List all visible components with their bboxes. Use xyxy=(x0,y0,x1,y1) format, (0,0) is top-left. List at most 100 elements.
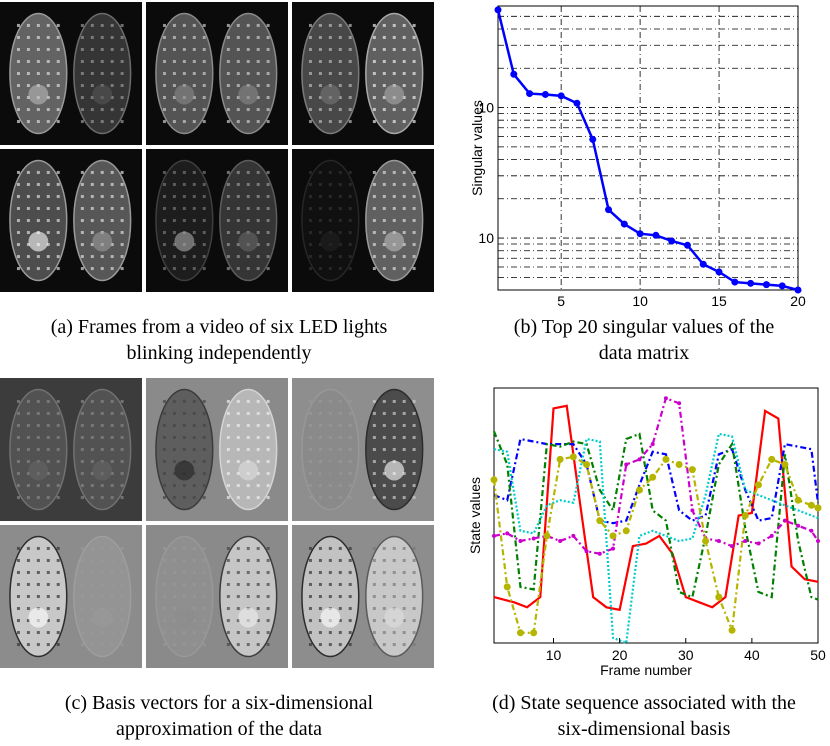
led-dot xyxy=(266,619,270,623)
led-dot xyxy=(226,170,230,174)
led-dot xyxy=(192,170,196,174)
led-dot xyxy=(26,411,30,415)
led-dot xyxy=(80,267,84,271)
led-dot xyxy=(308,411,312,415)
led-dot xyxy=(120,243,124,247)
data-point xyxy=(620,220,628,228)
led-dot xyxy=(348,96,352,100)
led-dot xyxy=(318,570,322,574)
led-dot xyxy=(172,546,176,550)
led-dot xyxy=(120,460,124,464)
led-dot xyxy=(246,631,250,635)
led-dot xyxy=(328,206,332,210)
led-dot xyxy=(402,182,406,186)
led-dot xyxy=(392,484,396,488)
data-point xyxy=(731,278,739,286)
led-dot xyxy=(266,219,270,222)
led-dot xyxy=(382,35,386,39)
led-dot xyxy=(56,496,60,500)
led-dot xyxy=(120,231,124,235)
led-dot xyxy=(162,72,166,75)
led-dot xyxy=(162,423,166,427)
led-dot xyxy=(372,219,376,222)
led-dot xyxy=(192,255,196,259)
led-dot xyxy=(318,435,322,439)
led-dot xyxy=(308,206,312,210)
led-dot xyxy=(110,399,114,403)
led-dot xyxy=(266,423,270,427)
led-dot xyxy=(256,472,260,476)
led-dot xyxy=(202,570,206,574)
led-dot xyxy=(182,182,186,186)
led-dot xyxy=(308,219,312,222)
led-dot xyxy=(80,231,84,235)
led-dot xyxy=(382,423,386,427)
led-dot xyxy=(412,460,416,464)
led-dot xyxy=(308,194,312,198)
led-dot xyxy=(412,84,416,88)
led-dot xyxy=(382,23,386,27)
led-dot xyxy=(162,411,166,415)
led-dot xyxy=(46,84,50,88)
led-dot xyxy=(226,484,230,488)
led-dot xyxy=(392,255,396,259)
led-dot xyxy=(56,96,60,100)
basis-image-2 xyxy=(146,378,288,521)
data-point xyxy=(609,532,617,540)
led-dot xyxy=(246,23,250,27)
led-dot xyxy=(308,607,312,611)
led-dot xyxy=(172,84,176,88)
led-dot xyxy=(56,267,60,271)
led-dot xyxy=(372,108,376,112)
led-dot xyxy=(162,206,166,210)
led-dot xyxy=(256,206,260,210)
led-dot xyxy=(172,411,176,415)
led-dot xyxy=(110,243,114,247)
led-dot xyxy=(348,267,352,271)
led-dot xyxy=(162,47,166,51)
led-dot xyxy=(318,582,322,586)
led-dot xyxy=(120,267,124,271)
led-dot xyxy=(392,206,396,210)
led-dot xyxy=(226,619,230,623)
led-dot xyxy=(90,631,94,635)
frame-image-3 xyxy=(292,2,434,145)
led-dot xyxy=(392,435,396,439)
led-dot xyxy=(162,595,166,598)
led-dot xyxy=(318,423,322,427)
y-tick-label: 10 xyxy=(478,230,494,246)
led-dot xyxy=(412,399,416,403)
led-dot xyxy=(412,411,416,415)
led-dot xyxy=(36,423,40,427)
led-dot xyxy=(56,231,60,235)
led-dot xyxy=(308,255,312,259)
led-dot xyxy=(348,595,352,598)
led-dot xyxy=(26,108,30,112)
led-dot xyxy=(26,255,30,259)
frames-grid xyxy=(0,2,434,292)
led-glow xyxy=(320,231,341,252)
led-dot xyxy=(182,595,186,598)
led-dot xyxy=(16,219,20,222)
led-glow xyxy=(174,607,195,628)
led-dot xyxy=(392,399,396,403)
led-dot xyxy=(100,631,104,635)
led-dot xyxy=(26,120,30,124)
led-dot xyxy=(120,643,124,647)
led-dot xyxy=(328,496,332,500)
led-dot xyxy=(202,35,206,39)
led-dot xyxy=(36,399,40,403)
led-dot xyxy=(110,108,114,112)
led-dot xyxy=(120,399,124,403)
led-dot xyxy=(80,484,84,488)
led-dot xyxy=(372,435,376,439)
led-dot xyxy=(318,631,322,635)
led-dot xyxy=(226,231,230,235)
led-dot xyxy=(80,170,84,174)
led-dot xyxy=(372,96,376,100)
led-dot xyxy=(36,35,40,39)
led-dot xyxy=(120,194,124,198)
led-dot xyxy=(348,484,352,488)
led-dot xyxy=(308,595,312,598)
led-dot xyxy=(372,448,376,451)
